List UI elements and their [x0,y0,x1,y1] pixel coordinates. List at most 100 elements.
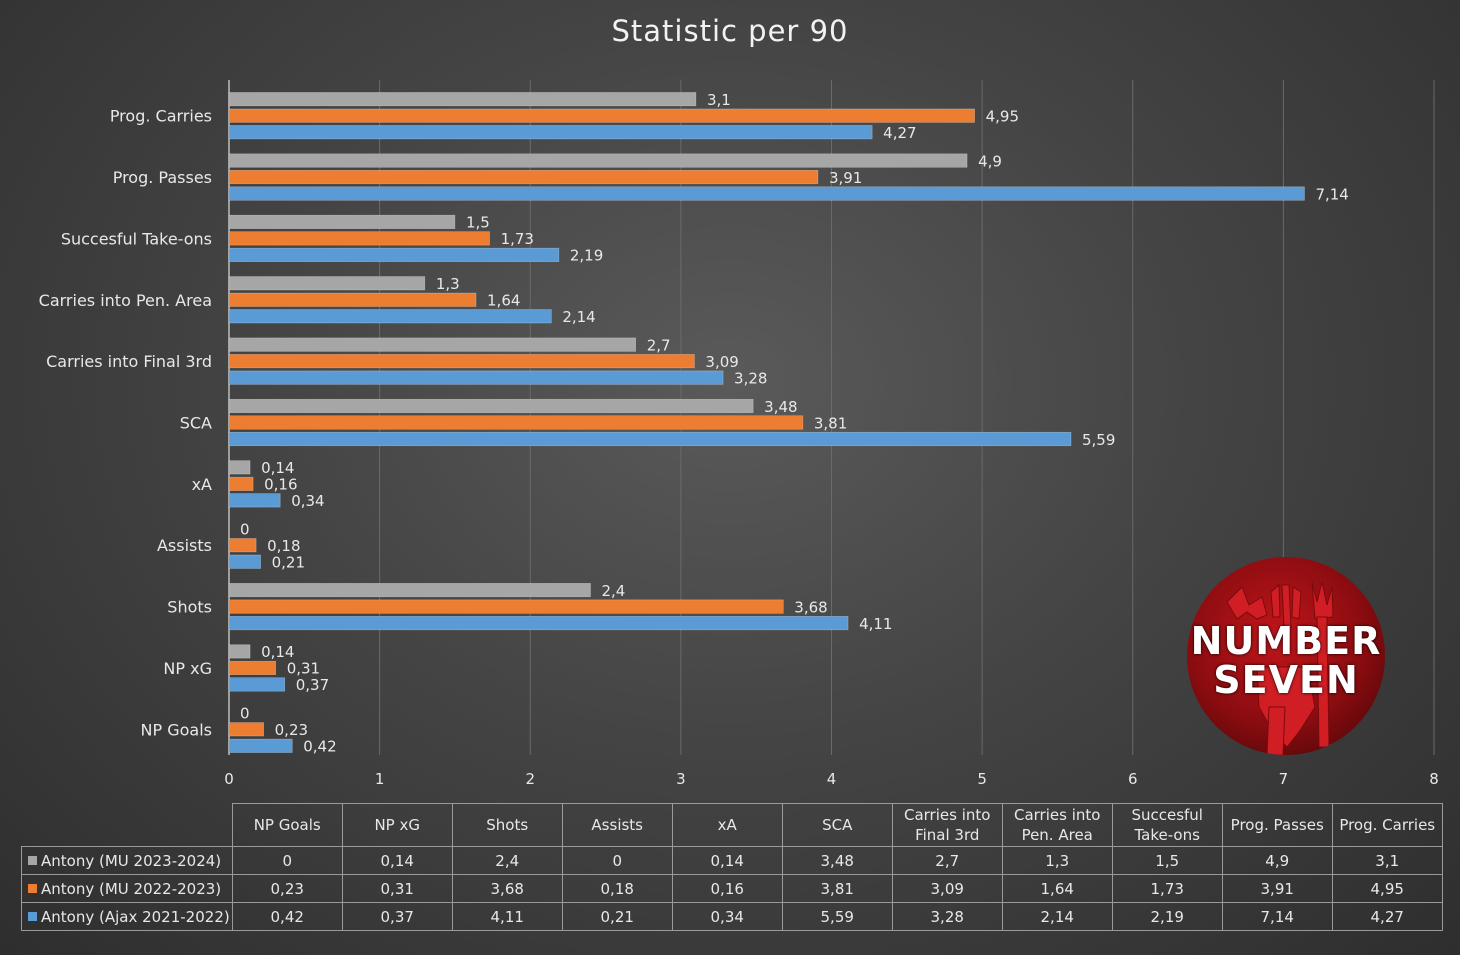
data-label: 0,42 [303,738,336,756]
table-row: Antony (MU 2022-2023) 0,23 0,31 3,68 0,18 0,1… [21,874,1443,903]
data-label: 3,09 [705,353,738,371]
table-column-header: Carries into Pen. Area [1001,803,1113,847]
devil-icon [1226,581,1334,755]
table-cell: 1,73 [1111,874,1223,903]
table-corner [21,803,233,847]
table-cell: 1,3 [1001,846,1113,875]
table-cell: 0,14 [671,846,783,875]
data-label: 0,14 [261,459,294,477]
data-label: 4,11 [859,615,892,633]
bar [228,125,873,140]
data-label: 0,18 [267,537,300,555]
table-row: Antony (MU 2023-2024) 0 0,14 2,4 0 0,14 3,48 2,… [21,846,1443,875]
bar [228,644,251,659]
table-cell: 3,91 [1221,874,1333,903]
bar [228,292,477,307]
category-label: Prog. Passes [113,168,212,187]
x-tick-label: 8 [1429,770,1439,788]
x-tick-label: 7 [1279,770,1289,788]
bar [228,677,286,692]
data-label: 3,48 [764,398,797,416]
data-label: 0,37 [296,676,329,694]
bar [228,476,254,491]
table-cell: 4,27 [1331,902,1443,931]
bar [228,722,264,737]
category-label: Assists [157,536,212,555]
x-tick-label: 2 [525,770,535,788]
data-label: 3,68 [794,598,827,616]
data-label: 0,23 [275,721,308,739]
bar [228,493,281,508]
legend-swatch [28,911,37,921]
table-column-header: Prog. Passes [1221,803,1333,847]
data-label: 5,59 [1082,431,1115,449]
series-name-cell: Antony (MU 2023-2024) [21,846,233,875]
bar [228,538,257,553]
data-label: 3,28 [734,369,767,387]
bar [228,169,819,185]
table-cell: 4,95 [1331,874,1443,903]
data-label: 4,27 [883,124,916,142]
table-cell: 3,1 [1331,846,1443,875]
table-cell: 1,64 [1001,874,1113,903]
bar [228,309,552,324]
table-cell: 2,19 [1111,902,1223,931]
logo-line-1: NUMBER [1190,619,1382,663]
category-label: Prog. Carries [110,107,212,126]
table-cell: 3,68 [451,874,563,903]
category-label: Carries into Pen. Area [39,291,212,310]
bar [228,370,724,385]
bar [228,554,261,569]
number-seven-logo: NUMBER SEVEN [1187,557,1385,755]
data-label: 3,81 [814,414,847,432]
category-label: xA [192,475,212,494]
data-label: 1,64 [487,292,520,310]
table-column-header: Shots [451,803,563,847]
data-label: 1,3 [436,275,460,293]
data-label: 4,9 [978,152,1002,170]
data-label: 2,19 [570,247,603,265]
data-label: 2,14 [562,308,595,326]
data-label: 1,73 [501,230,534,248]
table-cell: 0 [231,846,343,875]
table-column-header: NP xG [341,803,453,847]
table-cell: 0,14 [341,846,453,875]
bar [228,460,251,475]
table-cell: 7,14 [1221,902,1333,931]
table-row: Antony (Ajax 2021-2022) 0,42 0,37 4,11 0,21 0… [21,902,1443,931]
bar [228,616,849,631]
table-cell: 4,9 [1221,846,1333,875]
category-label: Shots [167,598,212,617]
x-tick-label: 5 [977,770,987,788]
table-cell: 1,5 [1111,846,1223,875]
bar [228,415,804,430]
bar [228,186,1305,201]
category-label: NP Goals [141,720,212,739]
bar [228,214,456,229]
table-cell: 0,42 [231,902,343,931]
table-cell: 0,18 [561,874,673,903]
table-column-header: Assists [561,803,673,847]
table-cell: 2,7 [891,846,1003,875]
x-tick-label: 1 [375,770,385,788]
data-label: 0,16 [264,476,297,494]
series-name-cell: Antony (Ajax 2021-2022) [21,902,233,931]
table-cell: 2,4 [451,846,563,875]
x-tick-label: 4 [827,770,837,788]
bar [228,276,426,291]
category-label: NP xG [163,659,212,678]
x-tick-label: 0 [224,770,234,788]
category-label: Carries into Final 3rd [46,352,212,371]
series-name-cell: Antony (MU 2022-2023) [21,874,233,903]
category-label: Succesful Take-ons [61,229,212,248]
bar [228,247,560,262]
bar [228,599,784,614]
bar [228,231,490,246]
table-cell: 2,14 [1001,902,1113,931]
table-column-header: Succesful Take-ons [1111,803,1223,847]
data-label: 3,1 [707,91,731,109]
category-label: SCA [180,414,212,433]
table-cell: 3,48 [781,846,893,875]
table-cell: 4,11 [451,902,563,931]
bar [228,583,591,598]
